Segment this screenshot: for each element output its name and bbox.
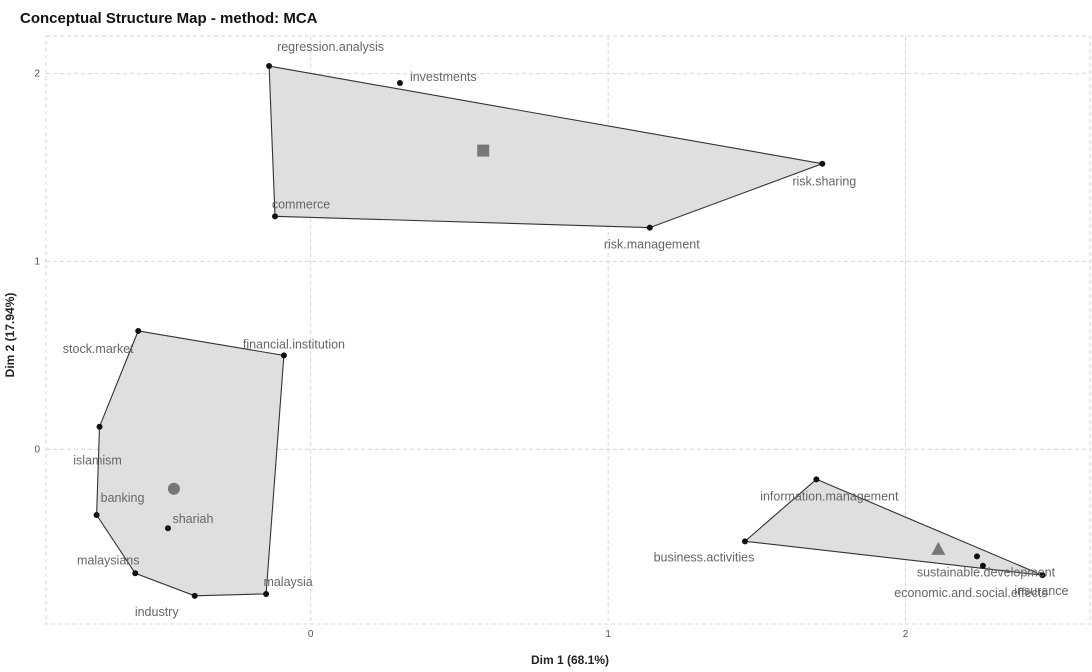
cluster-hull-2	[96, 330, 285, 597]
point-sustainable-development	[973, 553, 980, 560]
point-industry	[191, 592, 198, 599]
point-layer	[93, 63, 1046, 599]
label-commerce: commerce	[272, 197, 330, 211]
label-malaysians: malaysians	[77, 553, 140, 567]
centroid-cluster-3	[931, 541, 946, 555]
label-insurance: insurance	[1014, 584, 1068, 598]
cluster-hull-3	[743, 478, 1043, 576]
label-islamism: islamism	[73, 454, 122, 468]
x-tick-label: 2	[903, 629, 909, 640]
point-stock-market	[135, 327, 142, 334]
x-tick-label: 0	[308, 629, 314, 640]
x-tick-label: 1	[605, 629, 611, 640]
point-risk-sharing	[819, 160, 826, 167]
y-axis-title: Dim 2 (17.94%)	[3, 293, 17, 378]
label-economic-and-social-effects: economic.and.social.effects	[894, 586, 1047, 600]
point-malaysia	[263, 590, 270, 597]
label-investments: investments	[410, 70, 477, 84]
point-banking	[93, 512, 100, 519]
chart-title: Conceptual Structure Map - method: MCA	[20, 10, 318, 27]
point-economic-and-social-effects	[979, 562, 986, 569]
point-shariah	[164, 525, 171, 532]
hull-layer	[96, 65, 1043, 597]
tick-layer: 0 1 2 0 1 2	[34, 69, 908, 640]
label-banking: banking	[101, 491, 145, 505]
point-risk-management	[646, 224, 653, 231]
point-financial-institution	[280, 352, 287, 359]
centroid-cluster-2	[167, 482, 180, 495]
y-tick-label: 1	[34, 256, 40, 267]
plot-frame	[45, 35, 1091, 625]
point-malaysians	[132, 570, 139, 577]
point-investments	[396, 79, 403, 86]
label-sustainable-development: sustainable.development	[917, 565, 1056, 579]
label-business-activities: business.activities	[654, 550, 755, 564]
point-information-management	[813, 476, 820, 483]
label-industry: industry	[135, 605, 180, 619]
label-financial-institution: financial.institution	[243, 337, 345, 351]
point-regression-analysis	[266, 63, 273, 70]
centroid-cluster-1	[477, 144, 490, 157]
label-stock-market: stock.market	[63, 342, 134, 356]
y-tick-label: 2	[34, 69, 40, 80]
point-business-activities	[741, 538, 748, 545]
x-axis-title: Dim 1 (68.1%)	[531, 653, 609, 667]
label-regression-analysis: regression.analysis	[277, 40, 384, 54]
point-insurance	[1039, 572, 1046, 579]
label-information-management: information.management	[760, 489, 899, 503]
label-malaysia: malaysia	[263, 575, 312, 589]
point-islamism	[96, 423, 103, 430]
y-tick-label: 0	[34, 444, 40, 455]
label-layer: regression.analysis investments risk.shari…	[63, 40, 1069, 619]
label-risk-management: risk.management	[604, 238, 700, 252]
point-commerce	[272, 213, 279, 220]
label-shariah: shariah	[172, 512, 213, 526]
label-risk-sharing: risk.sharing	[792, 175, 856, 189]
centroid-layer	[167, 144, 946, 555]
